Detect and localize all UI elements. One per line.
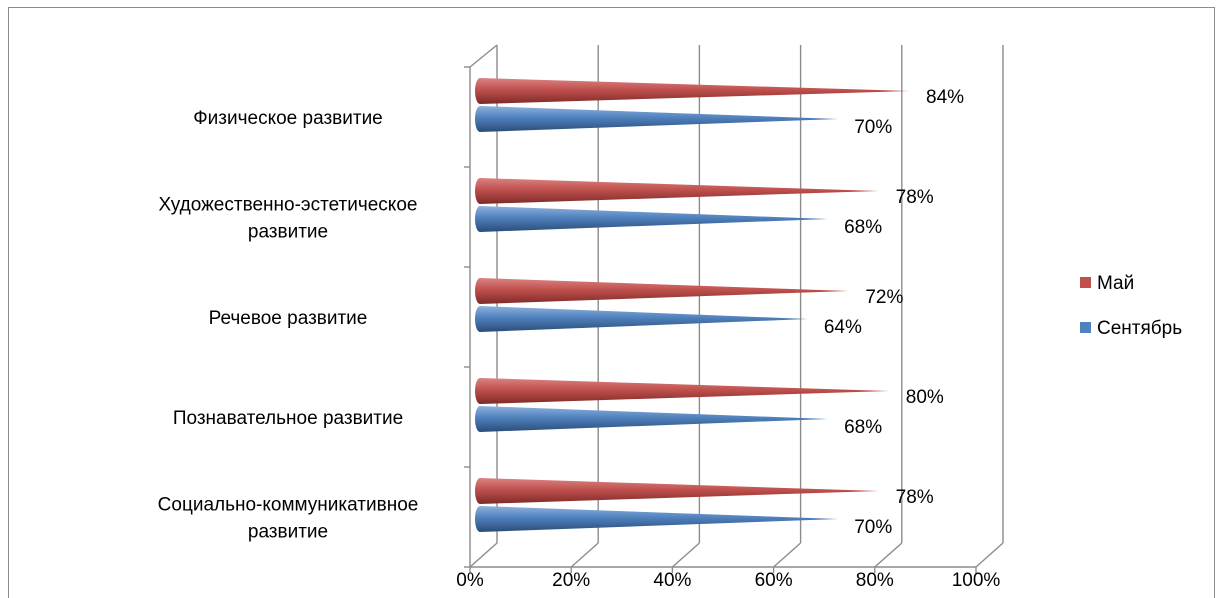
cone-body — [480, 278, 848, 304]
cone-base — [475, 478, 485, 504]
x-tick-label: 60% — [755, 570, 793, 591]
legend: Май Сентябрь — [1080, 273, 1182, 339]
legend-swatch — [1080, 277, 1091, 288]
legend-label: Май — [1097, 273, 1134, 294]
floor-gridline — [470, 543, 497, 567]
cone-body — [480, 406, 828, 432]
legend-swatch — [1080, 322, 1091, 333]
data-label: 68% — [844, 217, 882, 238]
data-label: 70% — [854, 517, 892, 538]
cone-base — [475, 106, 485, 132]
cone-body — [480, 506, 838, 532]
data-label: 78% — [896, 187, 934, 208]
bars-layer — [475, 78, 909, 532]
category-label: Познавательное развитие — [173, 408, 403, 429]
cone-body — [480, 178, 879, 204]
cone-base — [475, 78, 485, 104]
data-label: 84% — [926, 87, 964, 108]
side-wall-top — [470, 45, 497, 67]
bar-may — [475, 478, 879, 504]
category-label: Художественно-эстетическое развитие — [159, 195, 418, 243]
x-tick-label: 100% — [952, 570, 1001, 591]
cone-body — [480, 206, 828, 232]
bar-may — [475, 278, 848, 304]
floor-gridline — [976, 543, 1003, 567]
bar-september — [475, 206, 828, 232]
cone-base — [475, 178, 485, 204]
cone-base — [475, 206, 485, 232]
cone-body — [480, 378, 889, 404]
bar-may — [475, 78, 909, 104]
bar-september — [475, 506, 838, 532]
bar-september — [475, 106, 838, 132]
cone-base — [475, 306, 485, 332]
data-label: 72% — [865, 287, 903, 308]
x-tick-label: 20% — [552, 570, 590, 591]
x-tick-label: 80% — [856, 570, 894, 591]
bar-may — [475, 378, 889, 404]
bar-may — [475, 178, 879, 204]
category-label: Речевое развитие — [209, 308, 368, 329]
legend-label: Сентябрь — [1097, 318, 1182, 339]
floor-gridline — [875, 543, 902, 567]
bar-september — [475, 406, 828, 432]
floor-gridline — [774, 543, 801, 567]
cone-body — [480, 306, 808, 332]
floor-gridline — [571, 543, 598, 567]
data-label: 64% — [824, 317, 862, 338]
bar-september — [475, 306, 808, 332]
cone-body — [480, 78, 909, 104]
x-tick-label: 0% — [456, 570, 484, 591]
floor-gridline — [672, 543, 699, 567]
cone-body — [480, 106, 838, 132]
data-label: 78% — [896, 487, 934, 508]
data-label: 80% — [906, 387, 944, 408]
category-label: Социально-коммуникативное развитие — [158, 495, 419, 543]
data-label: 70% — [854, 117, 892, 138]
cone-base — [475, 378, 485, 404]
cone-body — [480, 478, 879, 504]
cone-base — [475, 278, 485, 304]
data-label: 68% — [844, 417, 882, 438]
category-label: Физическое развитие — [193, 108, 383, 129]
cone-base — [475, 406, 485, 432]
x-tick-label: 40% — [653, 570, 691, 591]
cone-base — [475, 506, 485, 532]
